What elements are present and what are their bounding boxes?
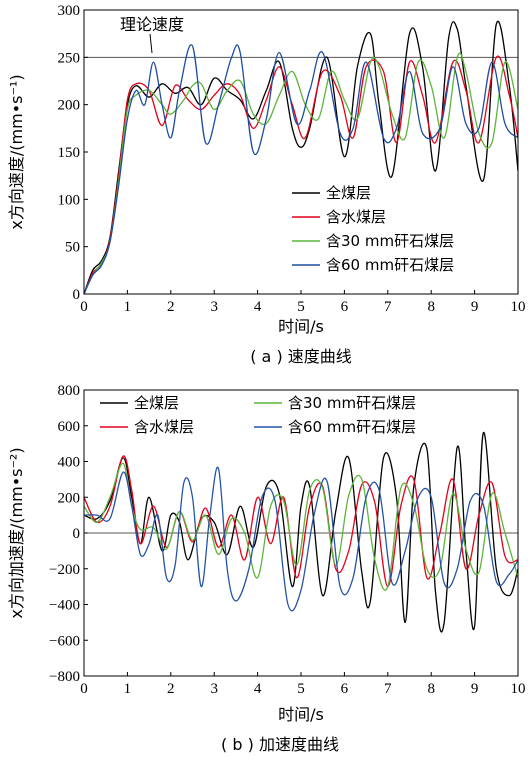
x-tick-label: 4 (254, 299, 262, 315)
x-tick-label: 5 (297, 681, 305, 697)
y-tick-label: 300 (58, 3, 81, 19)
y-axis-label: x方向速度/(mm•s⁻¹) (7, 74, 26, 229)
x-tick-label: 1 (124, 681, 132, 697)
x-tick-label: 6 (341, 681, 349, 697)
x-tick-label: 4 (254, 681, 262, 697)
x-tick-label: 2 (167, 299, 175, 315)
panel-caption: ( a ) 速度曲线 (250, 347, 352, 366)
x-tick-label: 9 (471, 681, 479, 697)
x-axis-ticks: 0 1 2 3 4 5 6 7 8 9 10 (80, 290, 526, 315)
y-tick-label: −200 (49, 562, 80, 578)
y-tick-label: 800 (58, 383, 81, 399)
series-line-4 (83, 44, 519, 295)
velocity-series-group (83, 20, 519, 295)
x-tick-label: 10 (511, 681, 526, 697)
x-tick-label: 7 (384, 299, 392, 315)
series-line-2 (83, 55, 519, 295)
x-tick-label: 10 (511, 299, 526, 315)
reference-pointer (149, 33, 153, 54)
y-tick-label: −400 (49, 598, 80, 614)
x-axis-label: 时间/s (278, 317, 324, 336)
series-line-3 (83, 462, 519, 591)
legend-label: 含60 mm矸石煤层 (326, 256, 454, 274)
velocity-chart: 理论速度 0 1 2 3 4 5 6 7 8 9 10 0 50 100 150 200 250 300 时间/… (7, 3, 526, 366)
y-tick-label: 600 (58, 419, 81, 435)
y-tick-label: 250 (58, 50, 81, 66)
x-tick-label: 5 (297, 299, 305, 315)
y-tick-label: −800 (49, 669, 80, 685)
x-tick-label: 0 (80, 681, 88, 697)
y-tick-label: 200 (58, 490, 81, 506)
x-tick-label: 3 (210, 299, 218, 315)
legend-label: 全煤层 (134, 394, 179, 412)
legend-label: 含水煤层 (326, 208, 386, 226)
series-line-3 (83, 52, 519, 295)
legend-label: 含30 mm矸石煤层 (288, 394, 416, 412)
panel-caption: ( b ) 加速度曲线 (221, 735, 339, 754)
y-tick-label: −600 (49, 633, 80, 649)
acceleration-chart: 0 1 2 3 4 5 6 7 8 9 10 −800 −600 −400 −200 0 200 400 600 8… (7, 383, 526, 754)
x-tick-label: 3 (210, 681, 218, 697)
series-line-1 (83, 20, 519, 295)
y-axis-label: x方向加速度/(mm•s⁻²) (7, 447, 26, 618)
y-axis-ticks: 0 50 100 150 200 250 300 (58, 3, 88, 303)
y-tick-label: 0 (73, 287, 81, 303)
y-tick-label: 400 (58, 455, 81, 471)
x-tick-label: 8 (427, 299, 435, 315)
y-axis-ticks: −800 −600 −400 −200 0 200 400 600 800 (49, 383, 88, 685)
y-tick-label: 50 (65, 240, 80, 256)
series-line-2 (83, 455, 519, 588)
y-tick-label: 150 (58, 145, 81, 161)
series-line-1 (83, 432, 519, 633)
acceleration-series-group (83, 432, 519, 633)
x-tick-label: 0 (80, 299, 88, 315)
y-tick-label: 200 (58, 98, 81, 114)
legend-label: 全煤层 (326, 184, 371, 202)
legend-label: 含水煤层 (134, 418, 194, 436)
x-axis-label: 时间/s (278, 705, 324, 724)
y-tick-label: 100 (58, 192, 81, 208)
reference-line-label: 理论速度 (120, 15, 184, 34)
plot-frame (83, 9, 519, 295)
x-axis-ticks: 0 1 2 3 4 5 6 7 8 9 10 (80, 672, 526, 697)
series-line-4 (83, 466, 519, 612)
legend-label: 含60 mm矸石煤层 (288, 418, 416, 436)
x-tick-label: 7 (384, 681, 392, 697)
x-tick-label: 8 (427, 681, 435, 697)
legend-label: 含30 mm矸石煤层 (326, 232, 454, 250)
x-tick-label: 2 (167, 681, 175, 697)
x-tick-label: 6 (341, 299, 349, 315)
y-tick-label: 0 (73, 526, 81, 542)
x-tick-label: 9 (471, 299, 479, 315)
x-tick-label: 1 (124, 299, 132, 315)
